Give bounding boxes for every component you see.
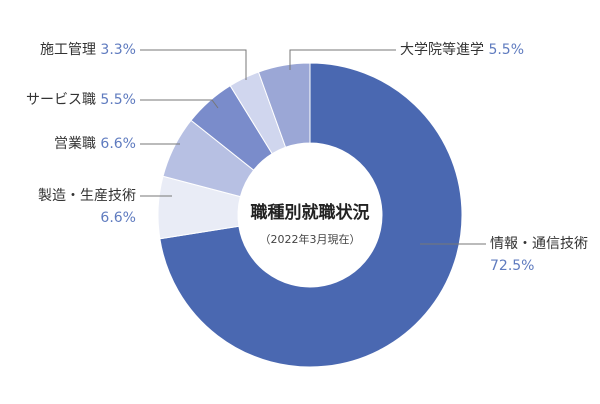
slice-value-4: 3.3%: [100, 42, 136, 58]
slice-value-2: 6.6%: [100, 136, 136, 152]
leader-line-4: [140, 49, 247, 80]
slice-value-1: 6.6%: [100, 210, 136, 226]
slice-label-3: サービス職 5.5%: [26, 92, 136, 108]
leader-line-3: [140, 99, 219, 109]
slice-label-1: 製造・生産技術: [38, 188, 136, 204]
slice-0: [159, 62, 463, 368]
slice-label-4: 施工管理 3.3%: [40, 42, 136, 58]
slice-label-name-5: 大学院等進学: [400, 41, 488, 58]
slice-label-5: 大学院等進学 5.5%: [400, 41, 524, 58]
slice-5: [257, 62, 311, 148]
leader-lines-group: [140, 49, 486, 245]
slice-label-name-4: 施工管理: [40, 42, 100, 58]
slice-value-5: 5.5%: [488, 42, 524, 58]
leader-line-5: [289, 49, 396, 70]
slice-label-0: 情報・通信技術: [490, 236, 588, 252]
slice-label-name-3: サービス職: [26, 92, 100, 108]
slice-value-0: 72.5%: [490, 258, 534, 274]
slice-value-3: 5.5%: [100, 92, 136, 108]
chart-subtitle: （2022年3月現在）: [260, 232, 361, 246]
slice-label-2: 営業職 6.6%: [54, 136, 136, 152]
slices-group: [157, 62, 463, 368]
chart-title: 職種別就職状況: [251, 202, 370, 223]
slice-label-name-2: 営業職: [54, 136, 100, 152]
